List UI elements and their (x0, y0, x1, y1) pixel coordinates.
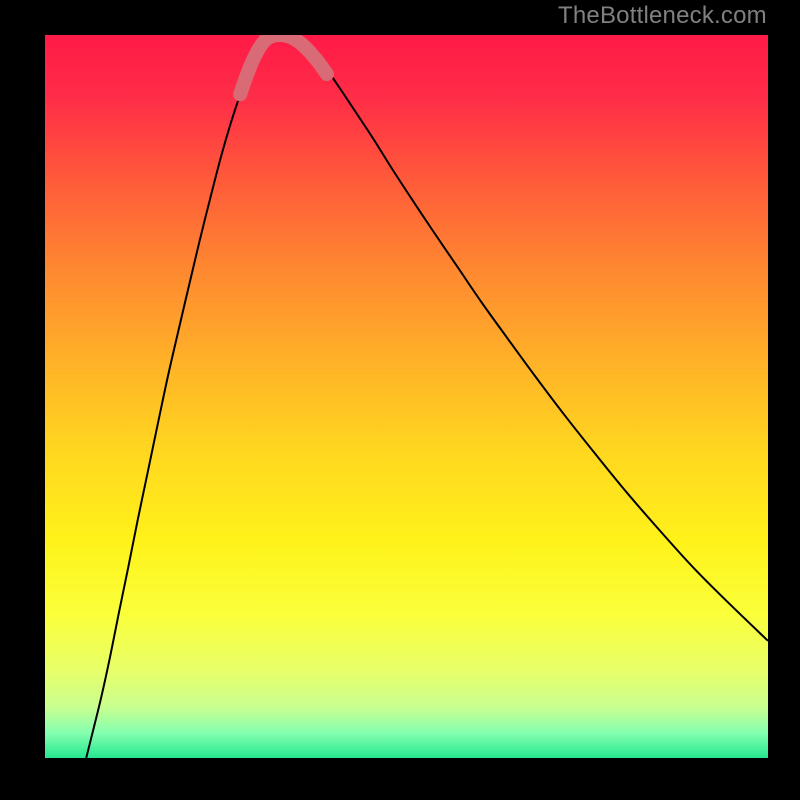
plot-area (45, 35, 768, 758)
black-curve (86, 35, 768, 758)
outer-frame: TheBottleneck.com (0, 0, 800, 800)
watermark-text: TheBottleneck.com (558, 2, 767, 30)
chart-curves (45, 35, 768, 758)
pink-valley (240, 35, 327, 94)
